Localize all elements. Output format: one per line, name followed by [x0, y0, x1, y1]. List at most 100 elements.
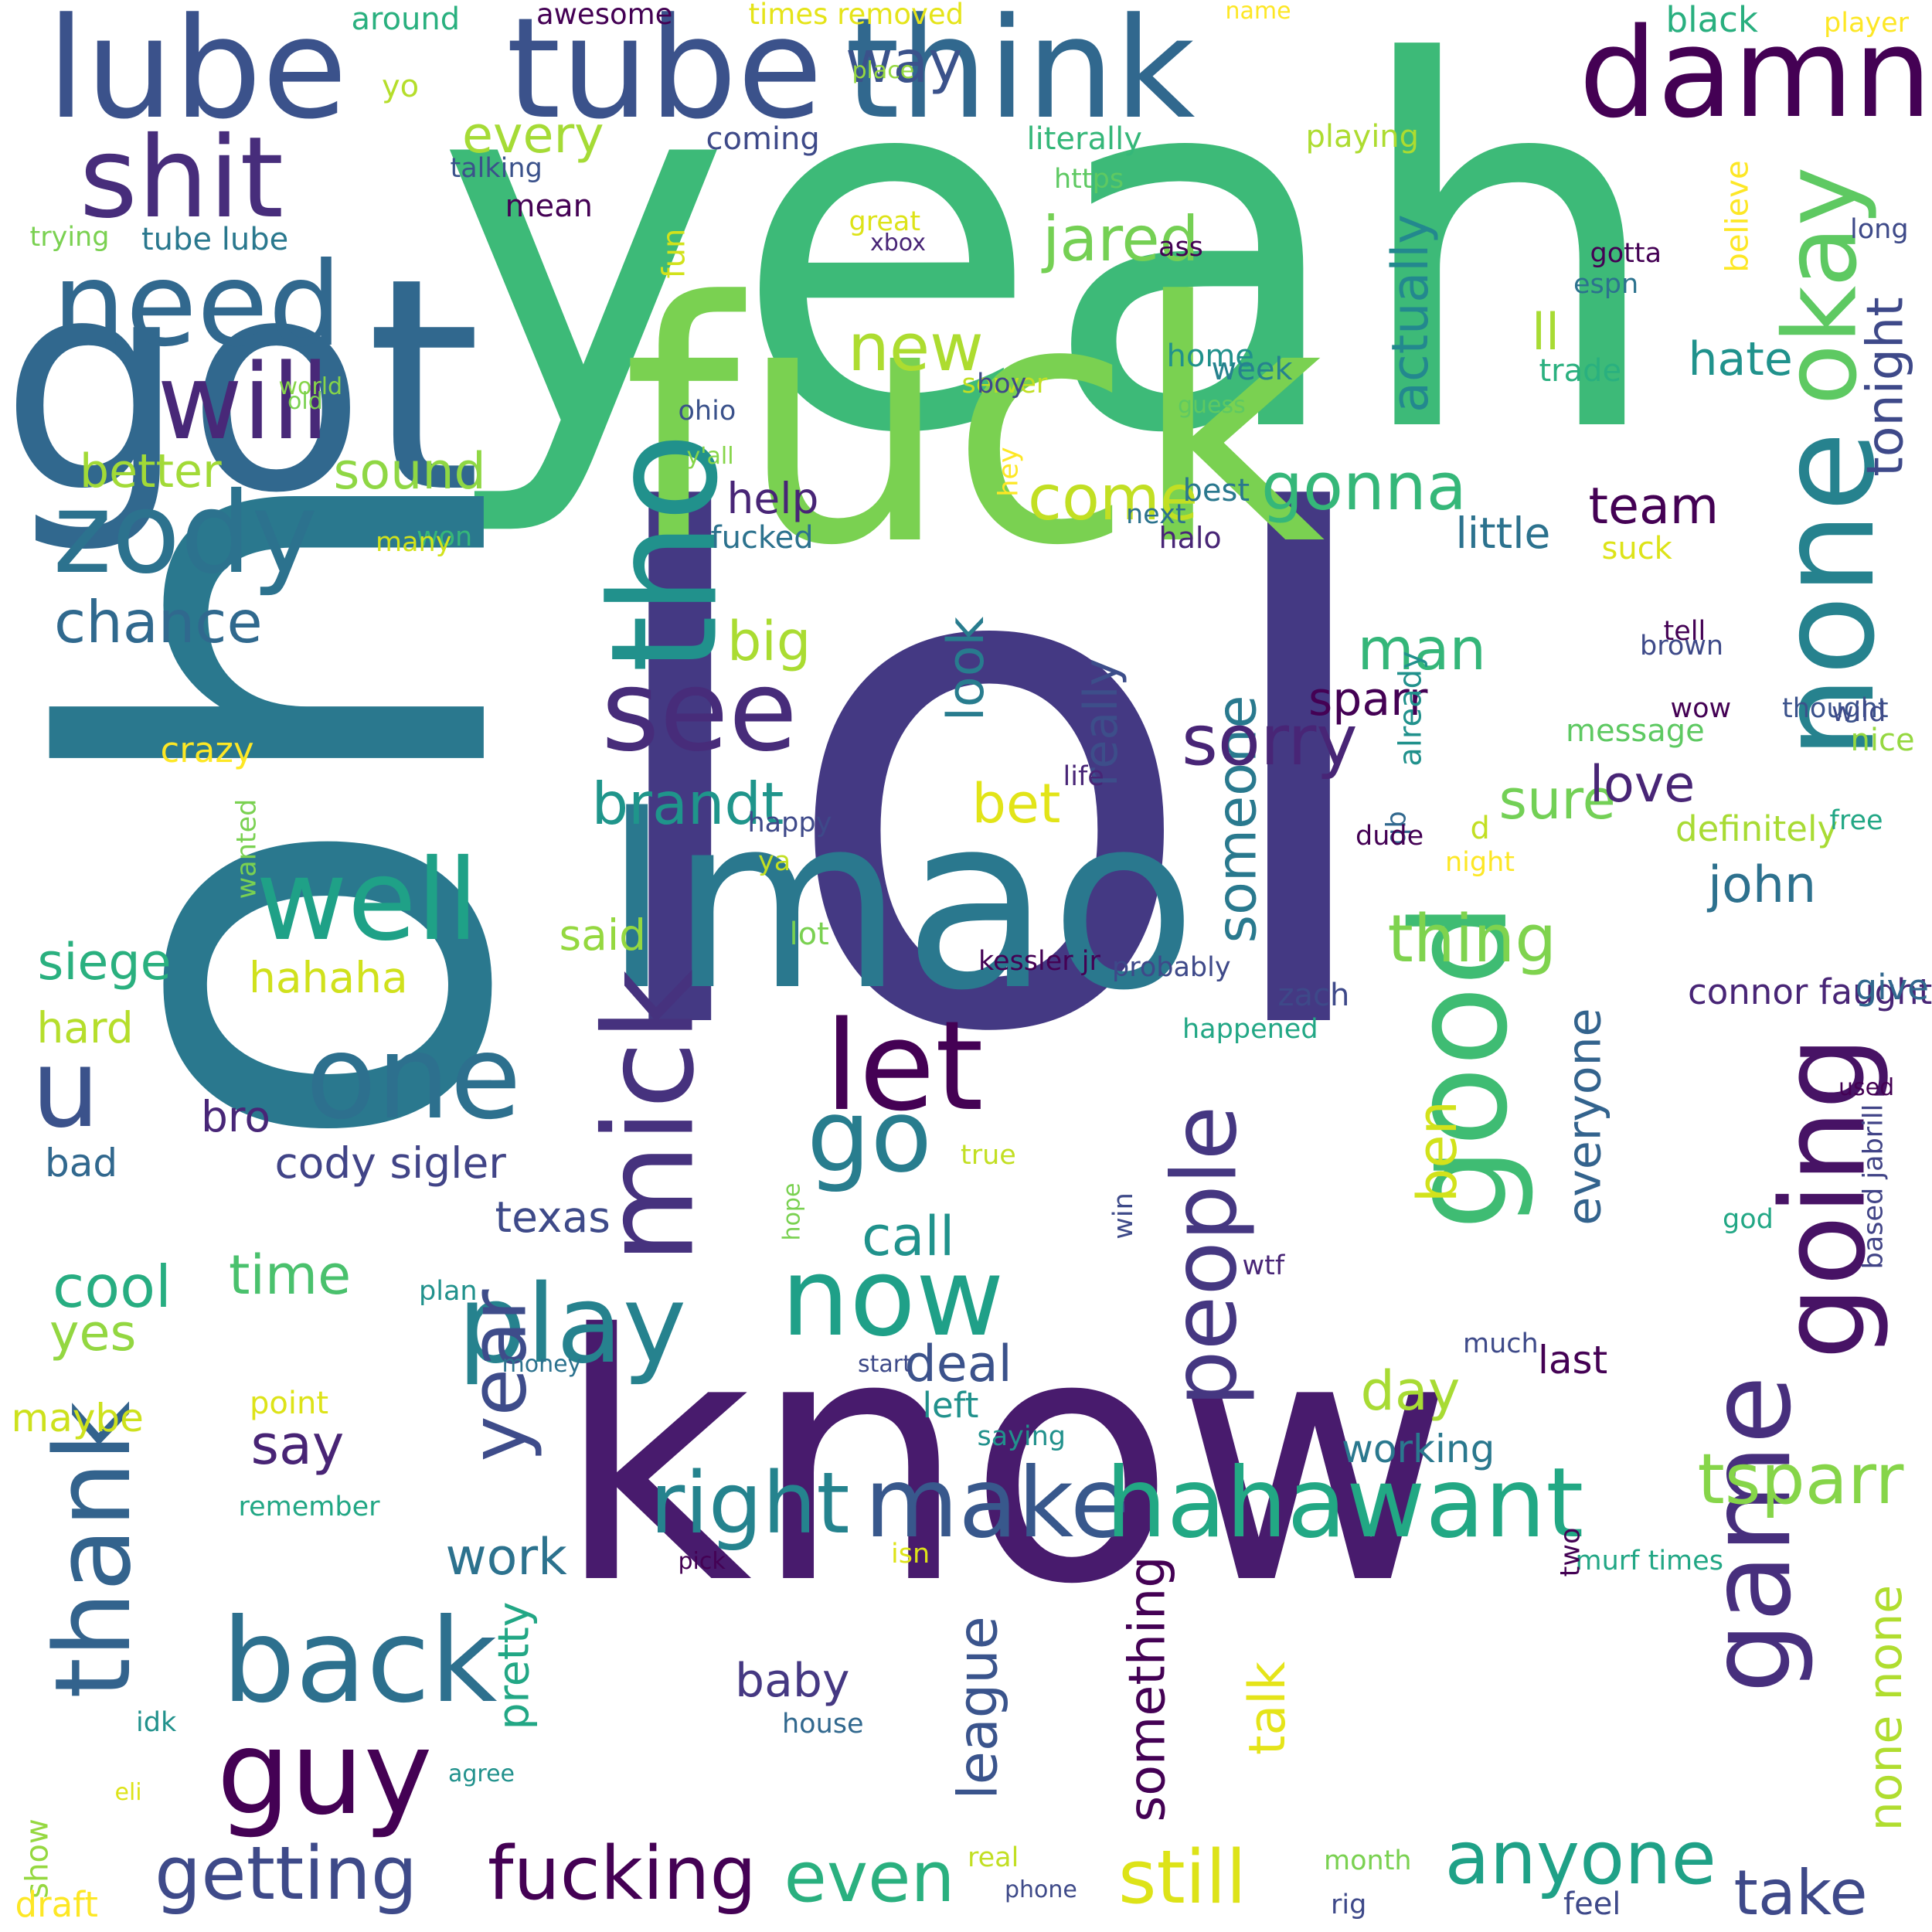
word-life: life [1063, 760, 1104, 792]
word-say: say [250, 1413, 345, 1477]
word-shit: shit [79, 112, 284, 243]
word-bet: bet [971, 772, 1061, 835]
word-home: home [1166, 338, 1254, 374]
word-saying: saying [977, 1420, 1066, 1452]
word-much: much [1463, 1328, 1539, 1359]
word-right: right [650, 1454, 850, 1553]
word-feel: feel [1563, 1886, 1621, 1922]
word-best: best [1182, 473, 1250, 509]
word-getting: getting [155, 1831, 418, 1917]
word-thank: thank [32, 1400, 154, 1699]
word-world: world [278, 373, 343, 400]
word-won: won [417, 521, 473, 553]
word-many: many [376, 526, 452, 558]
word-little: little [1455, 508, 1551, 558]
word-house: house [782, 1708, 864, 1740]
word-night: night [1445, 846, 1515, 878]
word-probably: probably [1112, 951, 1231, 983]
word-zach: zach [1277, 978, 1350, 1013]
word-month: month [1324, 1845, 1412, 1876]
word-pick: pick [678, 1548, 726, 1575]
word-yes: yes [49, 1304, 137, 1362]
word-long: long [1850, 213, 1909, 245]
word-hard: hard [36, 1002, 134, 1053]
word-start: start [858, 1351, 912, 1378]
word-play: play [457, 1262, 687, 1388]
word-kessler-jr: kessler jr [978, 945, 1100, 977]
word-tonight: tonight [1856, 296, 1915, 477]
word-everyone: everyone [1557, 1008, 1612, 1226]
word-back: back [222, 1594, 498, 1729]
word-time: time [229, 1243, 352, 1307]
word-man: man [1357, 614, 1487, 683]
word-draft: draft [15, 1883, 98, 1925]
word-brandt: brandt [591, 769, 784, 838]
word-y-all: y'all [686, 443, 734, 470]
word-brown: brown [1640, 630, 1724, 662]
word-idk: idk [136, 1706, 177, 1738]
word-give: give [1855, 966, 1929, 1008]
word-better: better [80, 444, 222, 498]
word-still: still [1118, 1835, 1247, 1920]
word-tube: tube [506, 0, 823, 150]
word-texas: texas [495, 1192, 611, 1242]
word-wanted: wanted [231, 798, 263, 899]
word-will: will [157, 341, 330, 463]
word-https: https [1054, 163, 1124, 195]
word-hope: hope [777, 1182, 805, 1241]
word-baby: baby [735, 1654, 850, 1708]
word-john: john [1708, 855, 1817, 914]
word-d: d [1470, 811, 1490, 846]
word-call: call [862, 1205, 955, 1268]
word-trying: trying [29, 221, 110, 253]
word-yeah: yeah [434, 0, 1668, 543]
word-connor-faught: connor faught [1688, 971, 1932, 1012]
word-cody-sigler: cody sigler [274, 1138, 506, 1188]
word-talking: talking [450, 152, 543, 184]
word-got: got [0, 215, 481, 557]
word-chance: chance [54, 587, 263, 656]
word-bad: bad [45, 1141, 118, 1185]
word-rig: rig [1331, 1889, 1367, 1920]
word-gonna: gonna [1261, 448, 1467, 526]
word-something: something [1118, 1555, 1177, 1822]
word-go: go [807, 1077, 933, 1195]
word-message: message [1566, 713, 1705, 749]
word-sparr: sparr [1308, 672, 1428, 726]
word-damn: damn [1579, 1, 1932, 145]
word-plan: plan [419, 1275, 478, 1307]
word-ll: ll [1532, 303, 1560, 362]
word-last: last [1538, 1338, 1608, 1383]
word-one: one [305, 1011, 522, 1145]
word-know: know [555, 1263, 1454, 1658]
word-fun: fun [655, 228, 692, 279]
word-yo: yo [382, 69, 420, 104]
word-love: love [1590, 755, 1696, 814]
word-literally: literally [1026, 121, 1142, 157]
word-ass: ass [1158, 231, 1203, 263]
word-league: league [946, 1616, 1010, 1800]
word-cool: cool [53, 1252, 172, 1321]
word-tsparr: tsparr [1697, 1439, 1904, 1520]
word-dude: dude [1355, 820, 1424, 852]
word-lol: lol [583, 376, 1396, 1185]
word-siege: siege [37, 933, 172, 992]
word-hahawant: hahawant [1105, 1447, 1584, 1560]
word-hey: hey [993, 446, 1025, 497]
word-two: two [1555, 1527, 1587, 1577]
word-lmao: lmao [604, 764, 1197, 1043]
word-server: server [961, 368, 1048, 400]
word-old: old [287, 388, 323, 415]
word-hahaha: hahaha [249, 952, 408, 1002]
word-fucked: fucked [710, 520, 814, 556]
word-working: working [1342, 1427, 1495, 1471]
word-around: around [351, 2, 461, 37]
word-zody: zody [53, 468, 318, 599]
word-player: player [1824, 7, 1910, 39]
word-team: team [1588, 477, 1719, 536]
word-nice: nice [1850, 723, 1915, 758]
word-said: said [559, 910, 647, 960]
word-actually: actually [1381, 213, 1440, 413]
word-awesome: awesome [536, 0, 673, 31]
word-phone: phone [1005, 1876, 1077, 1903]
